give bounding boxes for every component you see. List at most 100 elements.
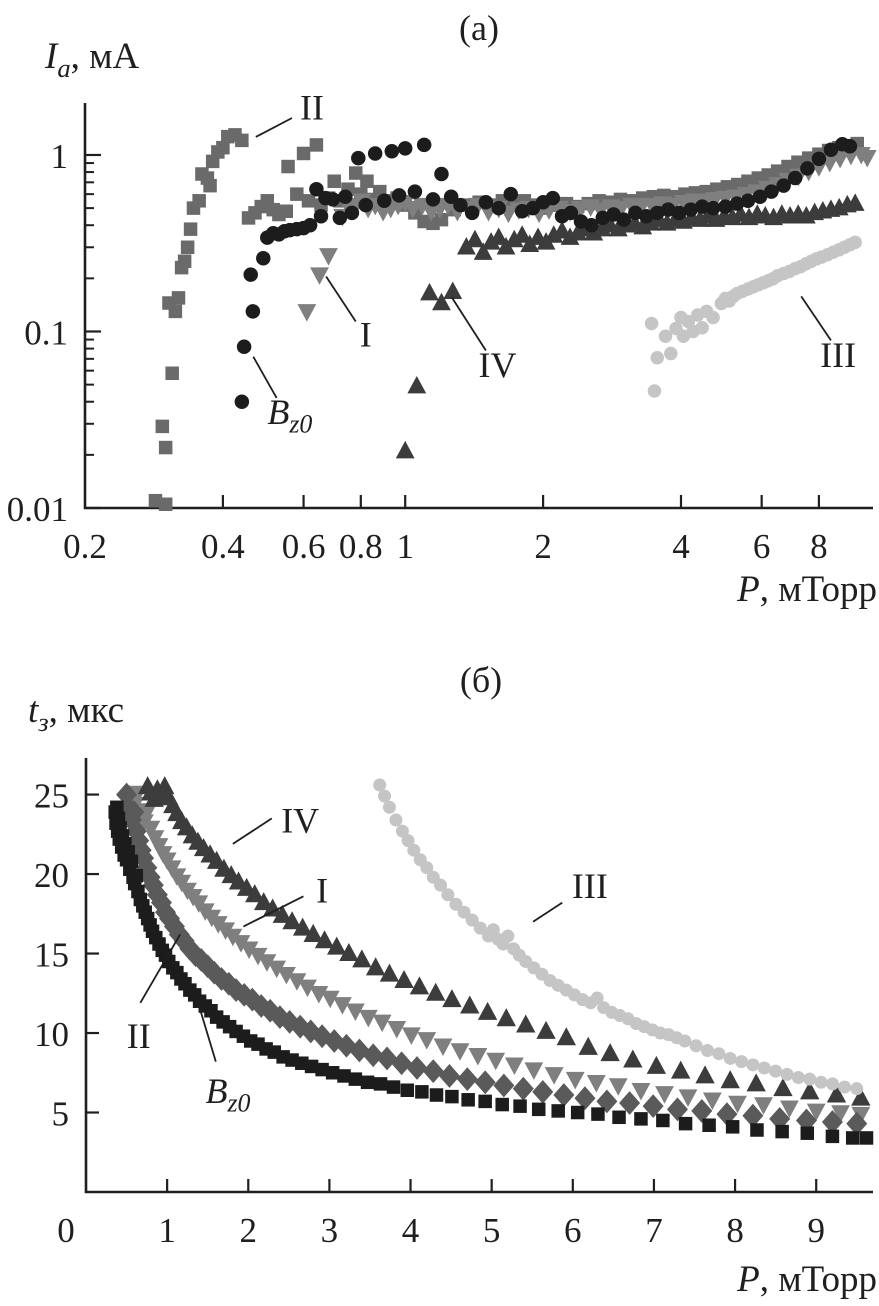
series-III (373, 778, 864, 1096)
data-point-marker (287, 973, 307, 991)
data-point-marker (532, 1079, 554, 1104)
data-point-marker (339, 942, 359, 962)
data-point-marker (718, 199, 733, 214)
data-point-marker (851, 1106, 871, 1125)
data-point-marker (671, 205, 687, 221)
data-point-marker (327, 936, 347, 955)
annotation-label: Bz0 (267, 392, 312, 439)
data-point-marker (496, 1008, 516, 1027)
data-point-marker (769, 1064, 783, 1078)
data-point-marker (358, 197, 373, 213)
x-tick-label: 8 (810, 527, 828, 566)
y-axis-title: tз, мкс (28, 690, 124, 737)
annotation-III: III (532, 866, 608, 923)
data-point-marker (489, 227, 509, 245)
x-tick-label: 1 (396, 527, 414, 566)
data-point-marker (754, 1097, 773, 1115)
data-point-marker (695, 1065, 715, 1084)
data-point-marker (545, 190, 561, 206)
annotation-label: Bz0 (205, 1071, 250, 1118)
x-tick-label: 9 (807, 1211, 825, 1250)
data-point-marker (623, 1049, 643, 1068)
data-point-marker (319, 248, 338, 266)
data-point-marker (243, 267, 258, 282)
series-II (116, 782, 868, 1136)
data-point-marker (309, 181, 324, 197)
data-point-marker (407, 843, 421, 857)
data-point-marker (216, 140, 230, 155)
data-point-marker (683, 202, 698, 217)
data-point-marker (689, 1039, 703, 1053)
data-point-marker (846, 1111, 868, 1136)
data-point-marker (395, 824, 409, 838)
data-point-marker (845, 1131, 860, 1145)
data-point-marker (516, 1014, 536, 1033)
data-point-marker (806, 1103, 826, 1122)
annotation-label: IV (478, 345, 516, 385)
data-point-marker (456, 1067, 478, 1092)
data-point-marker (596, 1089, 618, 1114)
annotation-I: I (325, 275, 372, 355)
data-point-marker (434, 212, 449, 227)
data-point-marker (116, 782, 138, 807)
annotation-leader-line (196, 999, 217, 1062)
data-point-marker (297, 304, 317, 322)
data-point-marker (678, 1089, 698, 1107)
data-point-marker (720, 1070, 740, 1089)
data-point-marker (728, 1095, 747, 1114)
data-point-marker (764, 184, 779, 199)
data-point-marker (367, 146, 383, 161)
data-point-marker (245, 304, 261, 319)
data-point-marker (639, 208, 654, 224)
data-point-marker (256, 250, 271, 266)
data-point-marker (716, 1102, 738, 1127)
data-point-marker (401, 834, 415, 848)
data-point-marker (631, 1082, 651, 1101)
data-point-marker (352, 949, 372, 968)
y-tick-label: 15 (34, 936, 69, 975)
data-point-marker (110, 800, 124, 815)
data-point-marker (646, 1055, 667, 1074)
data-point-marker (373, 778, 387, 792)
data-point-marker (180, 240, 195, 255)
data-point-marker (245, 884, 265, 903)
data-point-marker (590, 991, 604, 1005)
data-point-marker (723, 1051, 737, 1065)
data-point-marker (395, 440, 415, 459)
data-point-marker (586, 1075, 606, 1093)
annotation-label: III (820, 335, 856, 375)
y-tick-label: 25 (34, 777, 69, 816)
data-point-marker (634, 1112, 648, 1126)
data-point-marker (309, 138, 324, 152)
data-point-marker (814, 1075, 828, 1089)
data-point-marker (320, 990, 340, 1009)
x-tick-label: 6 (753, 527, 771, 566)
data-point-marker (443, 281, 463, 299)
data-point-marker (560, 227, 580, 245)
data-point-marker (563, 205, 579, 221)
data-point-marker (183, 222, 198, 236)
data-point-marker (391, 188, 407, 203)
data-point-marker (304, 1059, 319, 1074)
x-tick-label: 2 (534, 527, 552, 566)
data-point-marker (387, 1020, 407, 1039)
annotation-label: IV (281, 801, 319, 841)
data-point-marker (400, 1083, 415, 1098)
data-point-marker (313, 208, 329, 224)
data-point-marker (850, 1082, 864, 1096)
data-point-marker (358, 1009, 378, 1028)
data-point-marker (656, 1113, 670, 1128)
data-point-marker (309, 986, 329, 1004)
data-point-marker (257, 954, 277, 972)
data-point-marker (650, 205, 665, 221)
y-tick-label: 1 (51, 137, 69, 176)
data-point-marker (578, 1036, 598, 1055)
x-axis-title: P, мТорр (736, 569, 877, 610)
data-point-marker (443, 189, 459, 204)
data-point-marker (644, 316, 659, 331)
data-point-marker (303, 923, 323, 942)
data-point-marker (425, 982, 446, 1001)
data-point-marker (276, 966, 296, 985)
data-point-marker (158, 440, 173, 455)
